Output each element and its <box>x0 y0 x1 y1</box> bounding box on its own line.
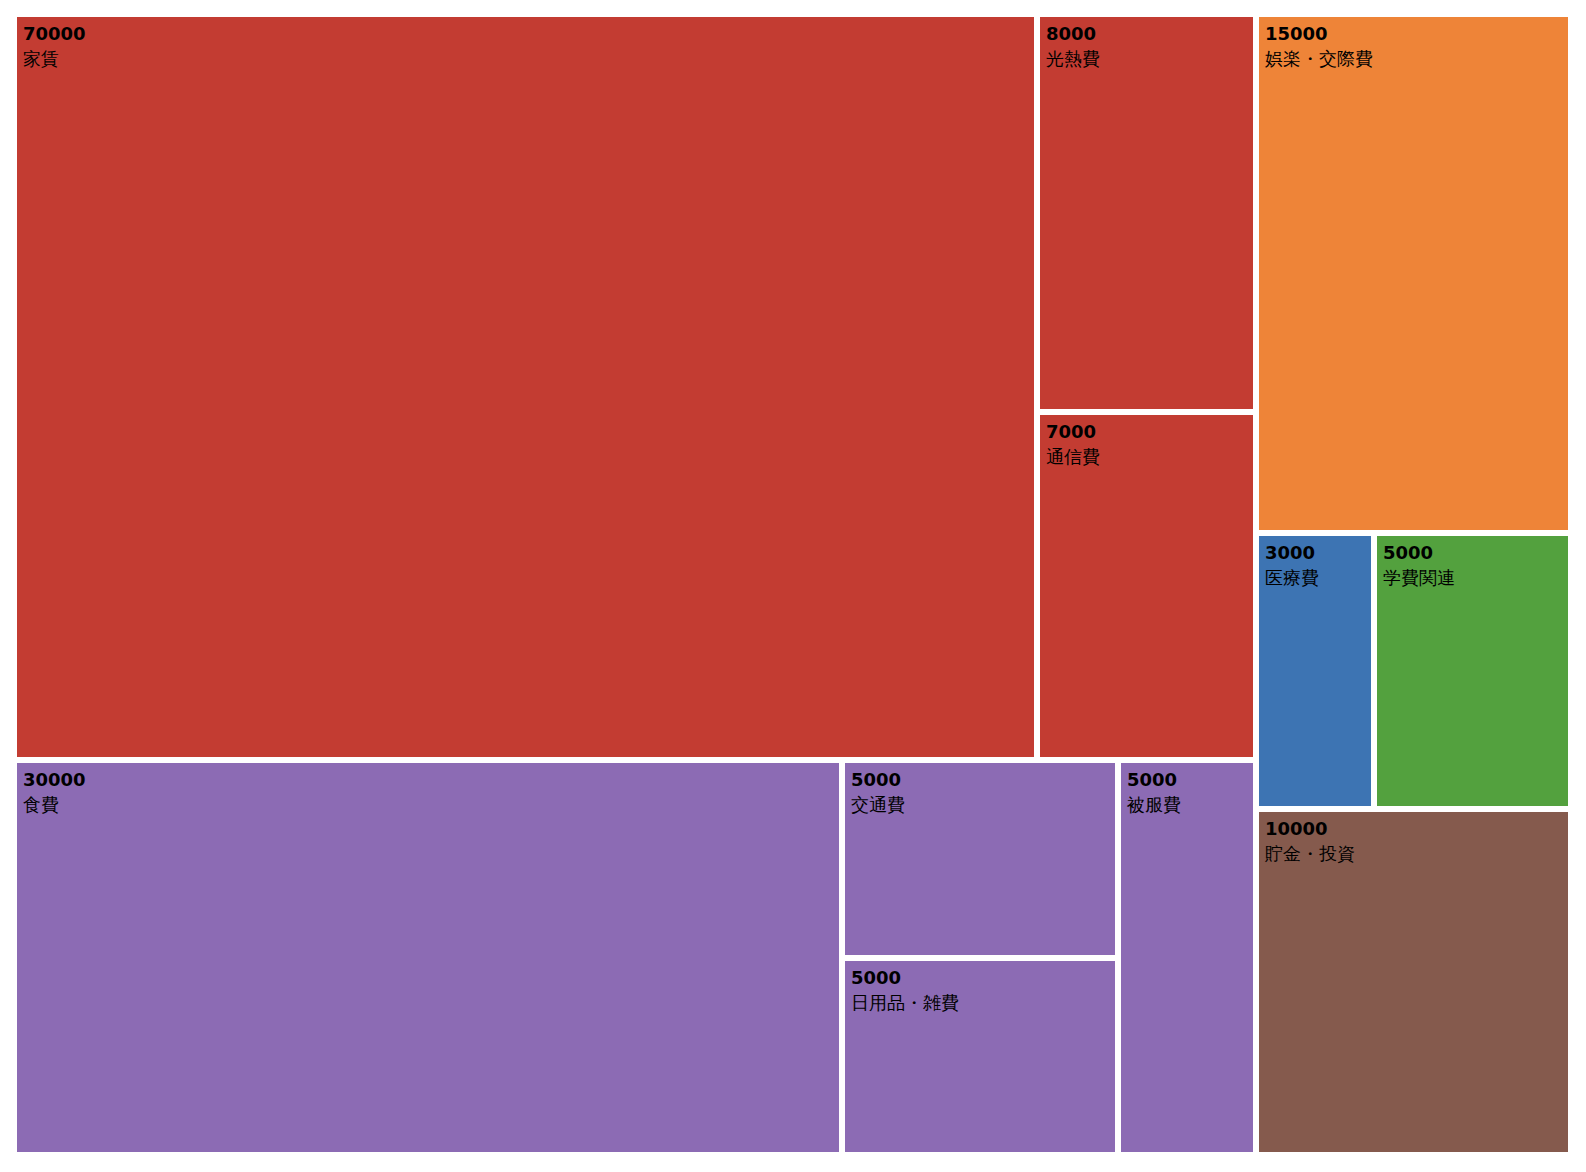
treemap-tile-utilities: 8000 光熱費 <box>1037 14 1256 412</box>
tile-value: 5000 <box>1127 767 1247 792</box>
treemap-tile-food: 30000 食費 <box>14 760 842 1155</box>
tile-label: 家賃 <box>23 46 1028 71</box>
tile-value: 3000 <box>1265 540 1365 565</box>
tile-label: 交通費 <box>851 792 1109 817</box>
tile-value: 5000 <box>851 965 1109 990</box>
treemap-chart: 70000 家賃 8000 光熱費 7000 通信費 30000 食費 5000… <box>0 0 1586 1172</box>
treemap-tile-clothing: 5000 被服費 <box>1118 760 1256 1155</box>
tile-label: 被服費 <box>1127 792 1247 817</box>
treemap-tile-school-fees: 5000 学費関連 <box>1374 533 1571 809</box>
treemap-tile-entertainment: 15000 娯楽・交際費 <box>1256 14 1571 533</box>
treemap-tile-rent: 70000 家賃 <box>14 14 1037 760</box>
treemap-tile-medical: 3000 医療費 <box>1256 533 1374 809</box>
tile-label: 通信費 <box>1046 444 1247 469</box>
tile-value: 70000 <box>23 21 1028 46</box>
tile-value: 5000 <box>851 767 1109 792</box>
tile-label: 娯楽・交際費 <box>1265 46 1562 71</box>
tile-label: 食費 <box>23 792 833 817</box>
tile-value: 7000 <box>1046 419 1247 444</box>
treemap-tile-transport: 5000 交通費 <box>842 760 1118 958</box>
treemap-tile-savings-investment: 10000 貯金・投資 <box>1256 809 1571 1155</box>
tile-label: 医療費 <box>1265 565 1365 590</box>
treemap-tile-daily-goods: 5000 日用品・雑費 <box>842 958 1118 1155</box>
tile-label: 日用品・雑費 <box>851 990 1109 1015</box>
tile-label: 学費関連 <box>1383 565 1562 590</box>
tile-value: 8000 <box>1046 21 1247 46</box>
tile-label: 貯金・投資 <box>1265 841 1562 866</box>
tile-label: 光熱費 <box>1046 46 1247 71</box>
tile-value: 5000 <box>1383 540 1562 565</box>
tile-value: 10000 <box>1265 816 1562 841</box>
tile-value: 15000 <box>1265 21 1562 46</box>
treemap-tile-communication: 7000 通信費 <box>1037 412 1256 760</box>
tile-value: 30000 <box>23 767 833 792</box>
